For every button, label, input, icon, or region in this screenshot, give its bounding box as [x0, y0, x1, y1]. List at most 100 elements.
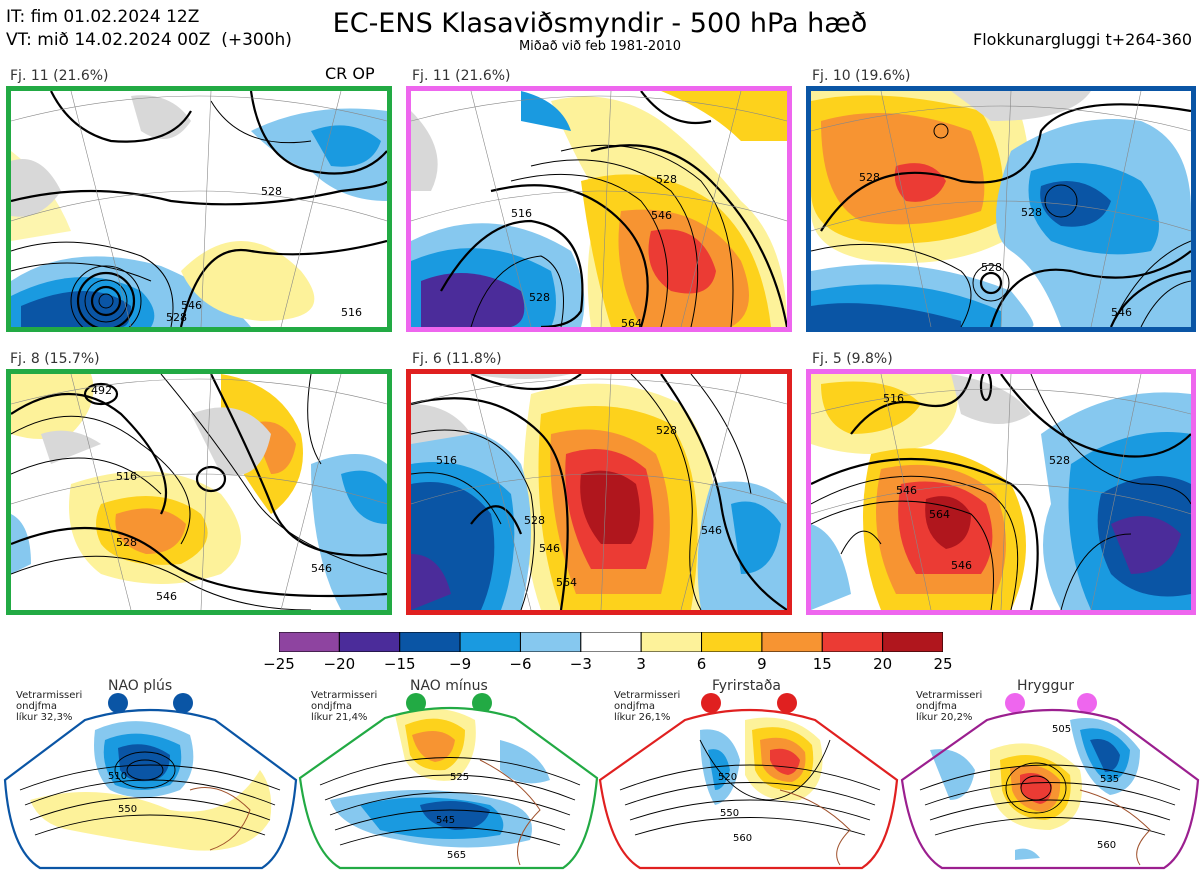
- colorbar: [279, 632, 943, 652]
- contour-label: 550: [118, 804, 137, 815]
- colorbar-swatch: [279, 632, 340, 652]
- contour-label: 550: [720, 808, 739, 819]
- panel-4-label: Fj. 8 (15.7%): [10, 351, 100, 367]
- regime-title-ridge: Hryggur: [1017, 678, 1074, 694]
- contour-label: 546: [539, 542, 560, 555]
- contour-label: 520: [718, 772, 737, 783]
- regime-marker-2b: [472, 693, 492, 713]
- contour-label: 546: [951, 559, 972, 572]
- regime-note-4: Vetrarmisseri ondjfma líkur 20,2%: [916, 690, 983, 723]
- contour-label: 546: [181, 299, 202, 312]
- regime-maps: 510 550 525 545 565: [3, 706, 1200, 870]
- regime-title-nao-minus: NAO mínus: [410, 678, 488, 694]
- panel-2-label: Fj. 11 (21.6%): [412, 68, 511, 84]
- regime-note-1: Vetrarmisseri ondjfma líkur 32,3%: [16, 690, 83, 723]
- regime-note-2: Vetrarmisseri ondjfma líkur 21,4%: [311, 690, 378, 723]
- colorbar-tick-label: −3: [569, 655, 592, 673]
- contour-label: 516: [511, 207, 532, 220]
- contour-label: 535: [1100, 774, 1119, 785]
- colorbar-swatch: [761, 632, 823, 652]
- regime-map-nao-plus: 510 550: [3, 708, 298, 870]
- contour-label: 528: [261, 185, 282, 198]
- contour-label: 546: [896, 484, 917, 497]
- colorbar-tick-label: 6: [696, 655, 707, 673]
- regime-marker-3b: [777, 693, 797, 713]
- colorbar-tick-label: −9: [449, 655, 472, 673]
- regime-marker-1a: [108, 693, 128, 713]
- regime-title-nao-plus: NAO plús: [108, 678, 173, 694]
- regime-map-blocking: 520 550 560: [598, 708, 899, 870]
- regime-marker-2a: [406, 693, 426, 713]
- contour-label: 516: [116, 470, 137, 483]
- contour-label: 528: [529, 291, 550, 304]
- contour-label: 516: [436, 454, 457, 467]
- contour-label: 528: [116, 536, 137, 549]
- regime-marker-4b: [1077, 693, 1097, 713]
- panel-5-label: Fj. 6 (11.8%): [412, 351, 502, 367]
- colorbar-swatch: [701, 632, 763, 652]
- colorbar-swatch: [338, 632, 401, 652]
- colorbar-swatch: [519, 632, 582, 652]
- contour-label: 546: [651, 209, 672, 222]
- colorbar-tick-label: 3: [636, 655, 646, 673]
- page-title: EC-ENS Klasaviðsmyndir - 500 hPa hæð: [332, 8, 868, 39]
- colorbar-tick-label: 20: [873, 655, 893, 673]
- contour-label: 525: [450, 772, 469, 783]
- colorbar-tick-label: −20: [323, 655, 356, 673]
- colorbar-tick-label: −15: [383, 655, 416, 673]
- colorbar-tick-label: −25: [263, 655, 295, 673]
- colorbar-swatch: [399, 632, 461, 652]
- colorbar-swatch: [640, 632, 703, 652]
- contour-label: 564: [556, 576, 577, 589]
- contour-label: 528: [656, 173, 677, 186]
- contour-label: 560: [733, 833, 752, 844]
- cluster-map-4: 492 516 528 546 546: [6, 369, 392, 615]
- colorbar-swatch: [821, 632, 884, 652]
- regime-title-blocking: Fyrirstaða: [712, 678, 781, 694]
- regime-map-nao-minus: 525 545 565: [298, 706, 599, 870]
- contour-label: 546: [156, 590, 177, 603]
- contour-label: 528: [524, 514, 545, 527]
- contour-label: 528: [1021, 206, 1042, 219]
- contour-label: 528: [859, 171, 880, 184]
- panel-6-label: Fj. 5 (9.8%): [812, 351, 893, 367]
- colorbar-tick-label: 9: [757, 655, 767, 673]
- contour-label: 565: [447, 850, 466, 861]
- contour-label: 516: [341, 306, 362, 319]
- contour-label: 492: [91, 384, 112, 397]
- header-info: IT: fim 01.02.2024 12Z VT: mið 14.02.2024…: [6, 6, 292, 52]
- regime-map-ridge: 505 535 560: [900, 708, 1200, 870]
- regime-marker-3a: [701, 693, 721, 713]
- colorbar-swatch: [882, 632, 943, 652]
- regime-note-3: Vetrarmisseri ondjfma líkur 26,1%: [614, 690, 681, 723]
- colorbar-tick-label: 25: [933, 655, 953, 673]
- regime-marker-4a: [1005, 693, 1025, 713]
- page-subtitle: Miðað við feb 1981-2010: [518, 39, 682, 54]
- contour-label: 564: [621, 317, 642, 327]
- contour-label: 546: [1111, 306, 1132, 319]
- initial-time: IT: fim 01.02.2024 12Z: [6, 7, 200, 27]
- colorbar-swatch: [459, 632, 521, 652]
- panel-1-crop-label: CR OP: [325, 64, 375, 83]
- panel-1-label: Fj. 11 (21.6%): [10, 68, 109, 84]
- classification-window: Flokkunargluggi t+264-360: [973, 30, 1192, 49]
- contour-label: 528: [166, 311, 187, 324]
- cluster-map-5: 516 528 546 564 546 528: [406, 369, 792, 615]
- contour-label: 564: [929, 508, 950, 521]
- panel-3-label: Fj. 10 (19.6%): [812, 68, 911, 84]
- contour-label: 528: [981, 261, 1002, 274]
- contour-label: 528: [1049, 454, 1070, 467]
- cluster-map-1: 528 546 528 516: [6, 86, 392, 332]
- contour-label: 545: [436, 815, 455, 826]
- contour-label: 516: [883, 392, 904, 405]
- regime-marker-1b: [173, 693, 193, 713]
- colorbar-tick-label: −6: [509, 655, 532, 673]
- contour-label: 546: [311, 562, 332, 575]
- contour-label: 505: [1052, 724, 1071, 735]
- contour-label: 560: [1097, 840, 1116, 851]
- colorbar-swatch: [580, 632, 642, 652]
- cluster-map-6: 516 528 546 564 546: [806, 369, 1196, 615]
- contour-label: 528: [656, 424, 677, 437]
- contour-label: 546: [701, 524, 722, 537]
- contour-label: 510: [108, 771, 127, 782]
